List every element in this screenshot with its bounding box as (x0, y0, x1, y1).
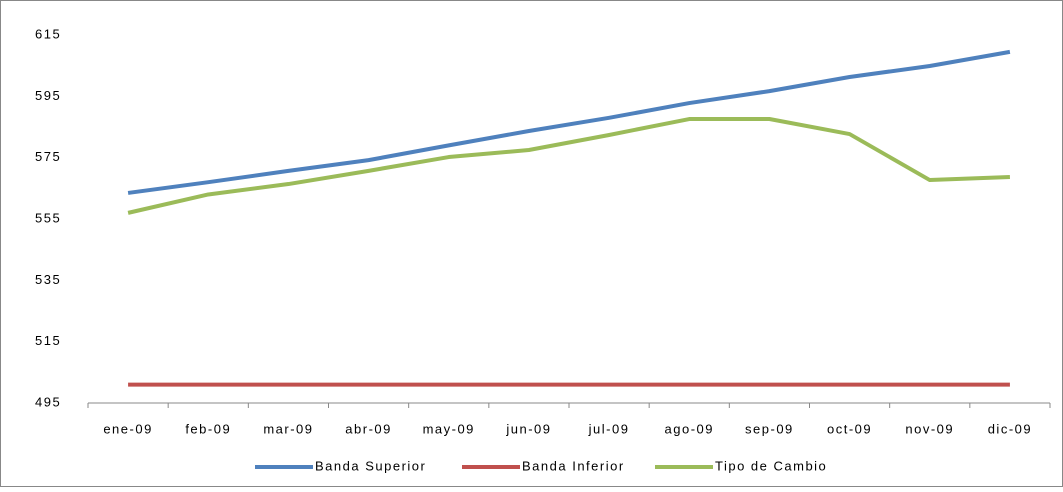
x-tick-label: jun-09 (505, 421, 551, 436)
legend-label: Banda Inferior (522, 458, 625, 473)
x-tick-label: jul-09 (588, 421, 630, 436)
x-tick-label: sep-09 (745, 421, 794, 436)
x-tick-label: mar-09 (263, 421, 313, 436)
series-line (127, 49, 1011, 195)
y-tick-label: 495 (35, 394, 61, 409)
y-tick-label: 575 (35, 149, 61, 164)
x-tick-label: dic-09 (988, 421, 1032, 436)
y-tick-label: 535 (35, 272, 61, 287)
y-tick-label: 615 (35, 26, 61, 41)
x-tick-label: ago-09 (665, 421, 714, 436)
legend-label: Banda Superior (315, 458, 426, 473)
x-tick-label: feb-09 (185, 421, 231, 436)
y-tick-label: 515 (35, 333, 61, 348)
y-tick-label: 555 (35, 210, 61, 225)
x-tick-label: may-09 (423, 421, 475, 436)
y-tick-label: 595 (35, 88, 61, 103)
x-tick-label: oct-09 (827, 421, 872, 436)
legend-label: Tipo de Cambio (715, 458, 827, 473)
x-tick-label: ene-09 (103, 421, 152, 436)
x-tick-label: abr-09 (345, 421, 392, 436)
x-tick-label: nov-09 (905, 421, 954, 436)
series-line (127, 117, 1010, 215)
